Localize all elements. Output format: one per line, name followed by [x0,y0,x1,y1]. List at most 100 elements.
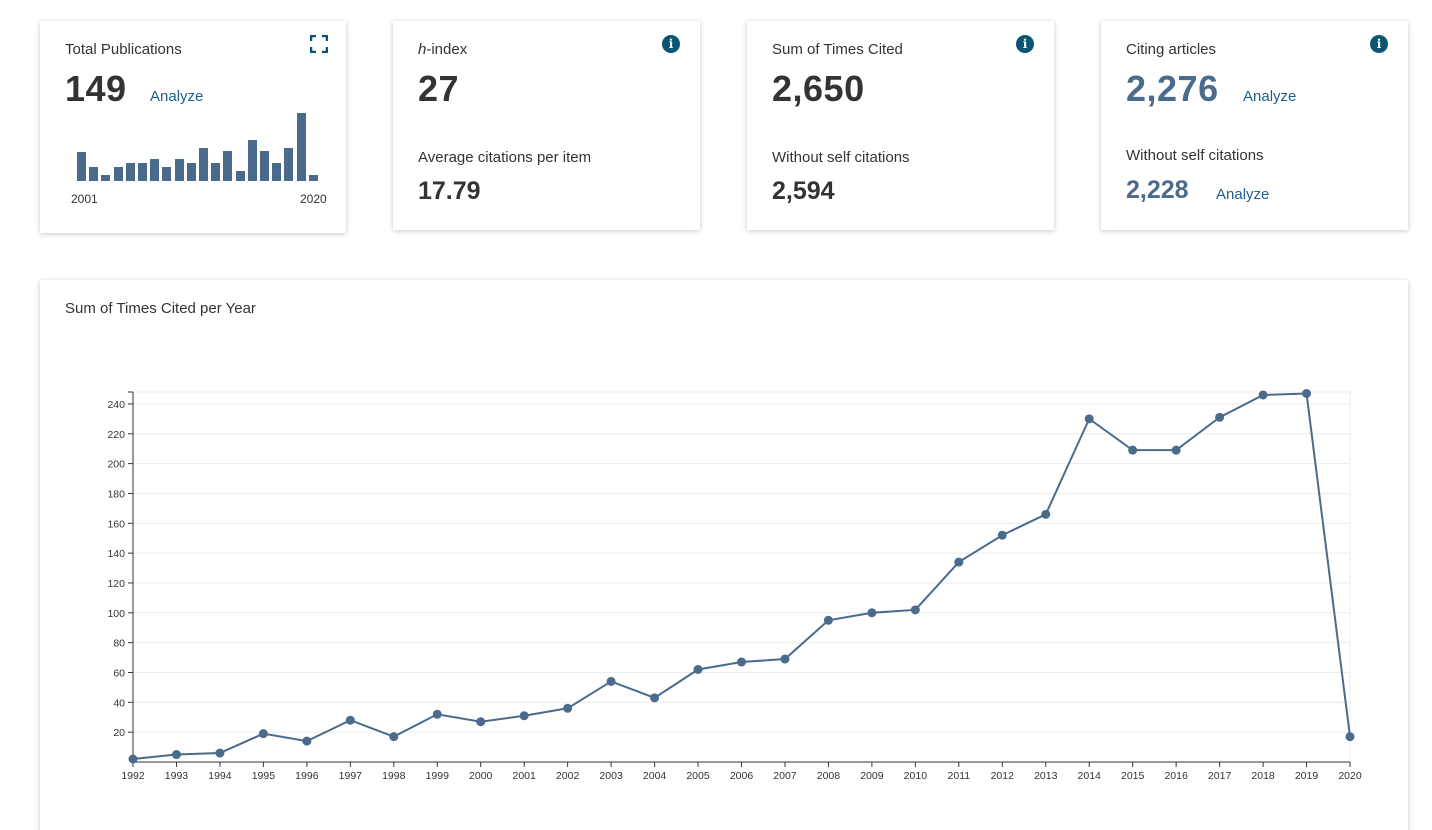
average-citations-value: 17.79 [418,177,481,205]
publication-bar [296,113,306,181]
x-tick-label: 2007 [773,770,797,782]
publication-bar [138,163,147,181]
times-cited-line-chart: 20 40 60 80 100 120 140 160 180 200 220 240 1992 1993… [107,388,1362,782]
data-point [345,715,355,725]
series-line [132,392,1351,761]
publication-bar [260,151,269,181]
x-tick-label: 2013 [1034,770,1058,782]
analyze-citing-articles-link[interactable]: Analyze [1243,88,1297,105]
x-tick-label: 2006 [730,770,754,782]
y-tick-label: 120 [107,578,125,590]
data-point [1302,388,1312,398]
x-tick-label: 2015 [1121,770,1145,782]
publication-bar [89,167,99,181]
publication-bar [235,171,245,181]
data-point [302,736,312,746]
publication-bar [162,167,172,181]
y-tick-label: 200 [107,459,125,471]
x-tick-label: 1997 [339,770,363,782]
citing-articles-title: Citing articles [1126,41,1217,58]
analyze-publications-link[interactable]: Analyze [150,88,204,105]
data-point [867,608,877,618]
data-point [737,657,746,667]
x-tick-label: 2014 [1078,770,1102,782]
data-point [1041,509,1051,519]
data-point [780,654,790,664]
x-tick-label: 2004 [643,770,667,782]
publication-bar [77,152,86,181]
data-point [997,530,1007,540]
times-cited-card: Sum of Times Cited i 2,650 Without self … [747,21,1054,230]
x-tick-label: 2020 [1338,770,1362,782]
data-point [215,748,225,758]
y-tick-label: 100 [107,608,125,620]
data-point [910,605,920,615]
y-tick-label: 160 [107,518,125,530]
x-tick-label: 2008 [817,770,841,782]
h-index-title-italic: h [418,41,427,58]
y-tick-label: 220 [107,429,125,441]
publication-bar [186,163,196,181]
data-point [693,665,703,674]
data-point [432,709,442,719]
publication-bar [308,175,318,181]
x-tick-label: 1998 [382,770,406,782]
x-tick-label: 1999 [426,770,450,782]
x-tick-label: 2011 [948,770,971,782]
x-tick-label: 2003 [599,770,623,782]
publication-bar [113,167,123,181]
x-tick-label: 1993 [165,770,189,782]
y-tick-label: 240 [107,399,125,411]
citing-without-self-title: Without self citations [1126,147,1264,164]
x-tick-label: 2002 [556,770,580,782]
expand-icon[interactable] [310,35,328,53]
without-self-citations-value: 2,594 [772,177,835,205]
info-icon[interactable]: i [662,35,680,53]
publications-mini-chart [77,113,321,181]
x-tick-label: 2016 [1164,770,1188,782]
total-publications-card: Total Publications 149 Analyze 2001 2020 [40,21,346,233]
data-point [563,703,573,713]
x-tick-label: 1994 [208,770,232,782]
h-index-title: h-index [418,41,467,58]
publication-bar [199,148,208,181]
y-tick-label: 80 [113,638,125,650]
publication-bar [150,159,160,181]
x-tick-label: 2001 [512,770,536,782]
x-tick-label: 2009 [860,770,884,782]
publication-bar [101,175,111,181]
publication-bar [125,163,135,181]
info-icon[interactable]: i [1370,35,1388,53]
times-cited-chart-card: Sum of Times Cited per Year 20 40 60 80 100 1… [40,280,1408,830]
data-point [1345,732,1355,742]
x-tick-label: 2012 [991,770,1015,782]
y-tick-label: 20 [113,727,125,739]
info-icon[interactable]: i [1016,35,1034,53]
x-tick-label: 2000 [469,770,493,782]
analyze-citing-without-self-link[interactable]: Analyze [1216,186,1270,203]
data-point [258,729,268,739]
citing-articles-card: Citing articles i 2,276 Analyze Without … [1101,21,1408,230]
x-tick-label: 2010 [904,770,928,782]
citing-without-self-value[interactable]: 2,228 [1126,176,1189,204]
x-tick-label: 2019 [1295,770,1319,782]
times-cited-value: 2,650 [772,68,865,109]
start-year-label: 2001 [71,192,98,206]
without-self-citations-title: Without self citations [772,149,910,166]
x-tick-label: 1996 [295,770,319,782]
publication-bar [247,140,257,181]
data-point [650,693,660,703]
y-tick-label: 140 [107,548,125,560]
data-point [1171,445,1181,455]
data-point [606,676,616,686]
data-point [389,732,399,742]
citing-articles-value[interactable]: 2,276 [1126,68,1219,109]
plot-frame [132,391,1351,763]
data-point [1215,412,1225,422]
data-point [128,754,138,764]
publication-bar [211,163,221,181]
y-tick-label: 180 [107,488,125,500]
data-point [954,557,964,567]
h-index-value: 27 [418,68,460,109]
end-year-label: 2020 [300,192,327,206]
